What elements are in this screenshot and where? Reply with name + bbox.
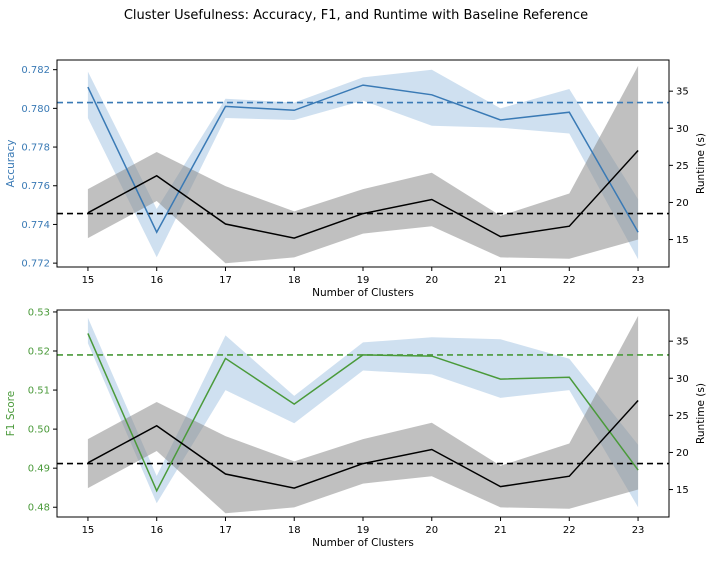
series-line-right bbox=[87, 149, 639, 239]
f1-runtime-panel: 15 16 17 18 19 20 21 22 23 0.48 0.49 0.50 0.51 0.52 0.… bbox=[5, 307, 707, 549]
x-tick-label: 19 bbox=[357, 525, 370, 536]
x-tick-label: 17 bbox=[219, 275, 232, 286]
x-tick-label: 16 bbox=[150, 525, 163, 536]
confidence-band-right bbox=[87, 315, 639, 514]
y2-axis-label: Runtime (s) bbox=[695, 133, 707, 194]
x-tick-label: 23 bbox=[632, 525, 645, 536]
x-tick-label: 18 bbox=[288, 275, 301, 286]
x-tick-label: 22 bbox=[563, 525, 576, 536]
y2-tick-label: 15 bbox=[676, 235, 689, 246]
y-tick-label: 0.53 bbox=[28, 307, 50, 318]
x-tick-label: 20 bbox=[425, 525, 438, 536]
series-line-left bbox=[87, 84, 639, 234]
x-tick-label: 17 bbox=[219, 525, 232, 536]
x-axis-label: Number of Clusters bbox=[312, 287, 414, 299]
y-tick-label: 0.776 bbox=[21, 181, 50, 192]
y2-tick-label: 15 bbox=[676, 485, 689, 496]
x-tick-label: 22 bbox=[563, 275, 576, 286]
x-tick-label: 18 bbox=[288, 525, 301, 536]
y2-tick-label: 20 bbox=[676, 448, 689, 459]
y-tick-label: 0.48 bbox=[28, 503, 50, 514]
x-tick-label: 15 bbox=[82, 525, 95, 536]
y2-tick-label: 30 bbox=[676, 374, 689, 385]
x-tick-label: 16 bbox=[150, 275, 163, 286]
y2-tick-label: 35 bbox=[676, 87, 689, 98]
x-tick-label: 15 bbox=[82, 275, 95, 286]
y2-tick-label: 25 bbox=[676, 411, 689, 422]
y2-tick-label: 30 bbox=[676, 124, 689, 135]
y-tick-label: 0.51 bbox=[28, 386, 50, 397]
y-tick-label: 0.772 bbox=[21, 259, 50, 270]
confidence-band-left bbox=[87, 317, 639, 508]
x-tick-label: 19 bbox=[357, 275, 370, 286]
x-tick-label: 23 bbox=[632, 275, 645, 286]
y-axis-label: Accuracy bbox=[5, 140, 17, 188]
y2-tick-label: 25 bbox=[676, 161, 689, 172]
y-tick-label: 0.52 bbox=[28, 347, 50, 358]
y-tick-label: 0.774 bbox=[21, 220, 50, 231]
y2-tick-label: 35 bbox=[676, 337, 689, 348]
x-axis-label: Number of Clusters bbox=[312, 537, 414, 549]
y-tick-label: 0.49 bbox=[28, 464, 50, 475]
x-tick-label: 20 bbox=[425, 275, 438, 286]
confidence-band-right bbox=[87, 65, 639, 264]
confidence-band-left bbox=[87, 69, 639, 260]
figure-title: Cluster Usefulness: Accuracy, F1, and Ru… bbox=[124, 8, 588, 23]
x-tick-label: 21 bbox=[494, 525, 507, 536]
y-tick-label: 0.778 bbox=[21, 143, 50, 154]
accuracy-runtime-panel: 15 16 17 18 19 20 21 22 23 0.772 0.774 0.776 0.778 0.… bbox=[5, 59, 707, 299]
x-tick-label: 21 bbox=[494, 275, 507, 286]
y-tick-label: 0.782 bbox=[21, 65, 50, 76]
y-tick-label: 0.50 bbox=[28, 425, 50, 436]
y-axis-label: F1 Score bbox=[5, 391, 17, 436]
series-line-right bbox=[87, 399, 639, 489]
y2-tick-label: 20 bbox=[676, 198, 689, 209]
y-tick-label: 0.780 bbox=[21, 104, 50, 115]
series-line-left bbox=[87, 333, 639, 493]
y2-axis-label: Runtime (s) bbox=[695, 383, 707, 444]
